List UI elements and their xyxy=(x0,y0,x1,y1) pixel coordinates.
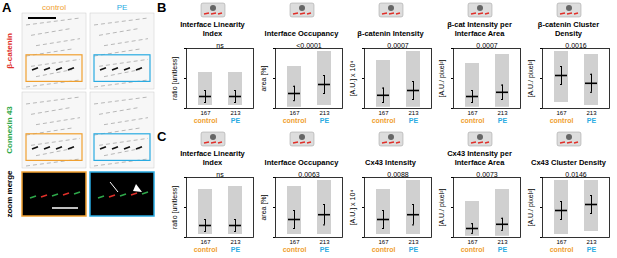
svg-text:area [%]: area [%] xyxy=(260,194,268,220)
svg-text:control: control xyxy=(42,3,66,12)
html-text:Cx43 Intensity: Cx43 Intensity xyxy=(365,158,416,167)
svg-text:167: 167 xyxy=(378,239,389,245)
svg-text:167: 167 xyxy=(200,239,211,245)
svg-text:ratio [unitless]: ratio [unitless] xyxy=(171,57,179,100)
svg-text:213: 213 xyxy=(586,239,597,245)
html-text:Interface Linearity Index: Interface Linearity Index xyxy=(180,149,245,167)
svg-text:167: 167 xyxy=(467,239,478,245)
svg-text:213: 213 xyxy=(497,239,508,245)
html-text:β-catenin Intensity: β-catenin Intensity xyxy=(357,29,424,38)
svg-text:ns: ns xyxy=(216,42,224,49)
html-text:B: B xyxy=(157,0,167,15)
svg-text:<0.0001: <0.0001 xyxy=(296,42,322,49)
svg-text:213: 213 xyxy=(408,239,419,245)
svg-text:167: 167 xyxy=(556,110,567,116)
svg-text:PE: PE xyxy=(117,3,128,12)
html-text:Interface Occupancy: Interface Occupancy xyxy=(264,158,339,167)
svg-text:213: 213 xyxy=(319,110,330,116)
svg-text:167: 167 xyxy=(556,239,567,245)
svg-text:0.0073: 0.0073 xyxy=(476,171,498,178)
svg-text:0.0016: 0.0016 xyxy=(565,42,587,49)
svg-text:[A.U./ pixel²]: [A.U./ pixel²] xyxy=(438,59,446,97)
svg-text:[A.U.] x 10⁴: [A.U.] x 10⁴ xyxy=(349,190,357,226)
svg-text:167: 167 xyxy=(200,110,211,116)
svg-text:167: 167 xyxy=(289,110,300,116)
svg-text:167: 167 xyxy=(289,239,300,245)
svg-text:PE: PE xyxy=(498,117,508,124)
html-text:Cx43 Cluster Density: Cx43 Cluster Density xyxy=(531,158,606,167)
svg-text:β-catenin: β-catenin xyxy=(5,33,14,69)
svg-text:PE: PE xyxy=(587,246,597,253)
html-text:Cx43 Intensity per Interface A: Cx43 Intensity per Interface Area xyxy=(447,149,512,167)
html-text:Interface Occupancy: Interface Occupancy xyxy=(264,29,339,38)
svg-text:213: 213 xyxy=(319,239,330,245)
svg-text:ratio [unitless]: ratio [unitless] xyxy=(171,186,179,229)
svg-text:control: control xyxy=(194,246,218,253)
svg-text:Connexin 43: Connexin 43 xyxy=(5,106,14,154)
svg-text:PE: PE xyxy=(320,246,330,253)
svg-text:0.0063: 0.0063 xyxy=(298,171,320,178)
svg-text:PE: PE xyxy=(231,246,241,253)
svg-text:PE: PE xyxy=(231,117,241,124)
html-text:C: C xyxy=(157,129,167,144)
svg-text:control: control xyxy=(461,117,485,124)
svg-text:PE: PE xyxy=(587,117,597,124)
svg-text:control: control xyxy=(283,246,307,253)
svg-text:control: control xyxy=(372,117,396,124)
svg-text:0.0088: 0.0088 xyxy=(387,171,409,178)
svg-text:control: control xyxy=(194,117,218,124)
svg-text:0.0146: 0.0146 xyxy=(565,171,587,178)
svg-text:0.0007: 0.0007 xyxy=(387,42,409,49)
svg-text:control: control xyxy=(550,246,574,253)
svg-text:213: 213 xyxy=(586,110,597,116)
svg-text:167: 167 xyxy=(378,110,389,116)
svg-text:167: 167 xyxy=(467,110,478,116)
svg-text:control: control xyxy=(283,117,307,124)
svg-text:PE: PE xyxy=(409,117,419,124)
html-text:β-catenin Cluster Density: β-catenin Cluster Density xyxy=(537,20,600,38)
svg-text:213: 213 xyxy=(230,239,241,245)
svg-text:A: A xyxy=(2,0,12,15)
svg-text:213: 213 xyxy=(497,110,508,116)
svg-text:213: 213 xyxy=(408,110,419,116)
svg-text:[A.U./ pixel²]: [A.U./ pixel²] xyxy=(527,188,535,226)
svg-text:213: 213 xyxy=(230,110,241,116)
svg-text:area [%]: area [%] xyxy=(260,65,268,91)
svg-text:[A.U.] x 10⁴: [A.U.] x 10⁴ xyxy=(349,61,357,97)
svg-text:control: control xyxy=(550,117,574,124)
svg-text:ns: ns xyxy=(216,171,224,178)
svg-text:PE: PE xyxy=(320,117,330,124)
svg-text:PE: PE xyxy=(498,246,508,253)
html-text:β-cat Intensity per Interface: β-cat Intensity per Interface Area xyxy=(447,20,512,38)
svg-text:PE: PE xyxy=(409,246,419,253)
html-text:Interface Linearity Index: Interface Linearity Index xyxy=(180,20,245,38)
svg-text:control: control xyxy=(372,246,396,253)
svg-text:control: control xyxy=(461,246,485,253)
svg-text:zoom merge: zoom merge xyxy=(5,170,14,218)
svg-text:[A.U./ pixel²]: [A.U./ pixel²] xyxy=(527,59,535,97)
svg-text:[A.U./ pixel²]: [A.U./ pixel²] xyxy=(438,188,446,226)
svg-text:0.0007: 0.0007 xyxy=(476,42,498,49)
